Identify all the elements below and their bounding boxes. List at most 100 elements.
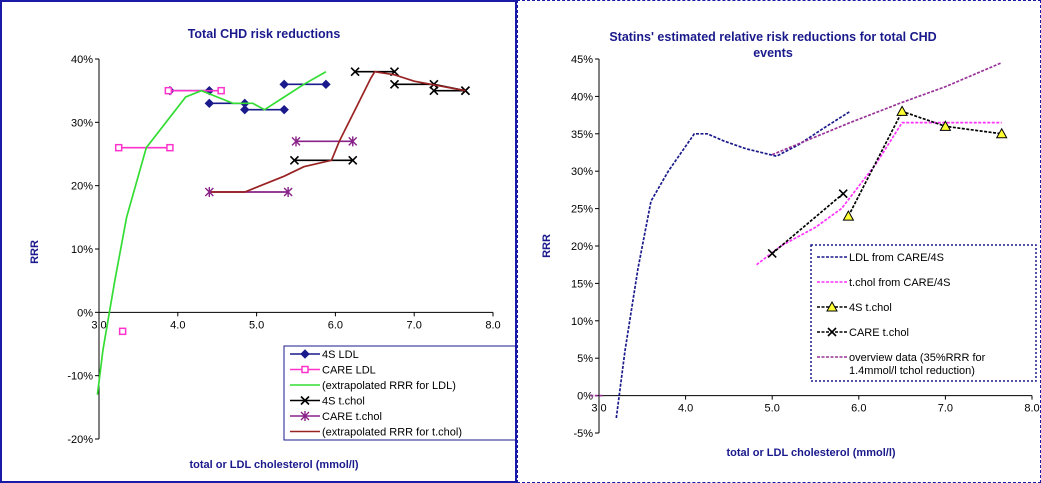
legend-label: overview data (35%RRR for (849, 352, 986, 364)
legend-label: (extrapolated RRR for t.chol) (322, 427, 462, 439)
series-line (210, 70, 466, 193)
legend-label: 4S t.chol (322, 396, 365, 408)
data-point (896, 105, 908, 116)
data-series (289, 67, 470, 165)
data-point (348, 136, 358, 147)
data-point (291, 136, 301, 147)
y-tick-label: 40% (571, 91, 593, 103)
x-tick-label: 6.0 (851, 403, 866, 415)
chart-title: Statins' estimated relative risk reducti… (609, 30, 936, 44)
legend-label: 1.4mmol/l tchol reduction) (849, 365, 975, 377)
data-point (114, 143, 123, 152)
data-series (842, 105, 1008, 221)
series-line (847, 110, 1002, 217)
x-tick-label: 3.0 (91, 319, 106, 331)
data-point (826, 300, 838, 312)
data-point (460, 86, 470, 96)
data-point (389, 79, 400, 89)
series-line (756, 121, 1002, 266)
y-tick-label: 25% (571, 204, 593, 216)
data-point (217, 86, 225, 95)
legend-label: (extrapolated RRR for LDL) (322, 380, 456, 392)
y-tick-label: 30% (571, 166, 593, 178)
data-point (240, 104, 250, 115)
data-point (289, 155, 299, 165)
x-tick-label: 8.0 (1024, 403, 1039, 415)
data-series (204, 136, 358, 197)
x-tick-label: 5.0 (765, 403, 780, 415)
x-tick-label: 5.0 (249, 319, 264, 331)
data-point (429, 86, 439, 96)
data-series (210, 70, 466, 193)
x-tick-label: 3.0 (591, 403, 606, 415)
data-point (350, 67, 360, 77)
data-point (838, 189, 848, 199)
data-series (615, 110, 851, 419)
data-series (114, 86, 225, 336)
data-point (300, 411, 310, 421)
x-tick-label: 6.0 (328, 319, 343, 331)
x-tick-label: 8.0 (485, 319, 500, 331)
y-tick-label: -5% (573, 428, 593, 440)
chart-panel-left: Total CHD risk reductions -20% -10% 0% 10% 20… (0, 0, 517, 483)
data-point (842, 210, 855, 221)
y-tick-label: 20% (71, 181, 93, 193)
data-series (767, 189, 848, 259)
data-series (96, 70, 327, 395)
legend-label: 4S LDL (322, 349, 359, 361)
legend-box (283, 345, 515, 441)
y-axis-title: RRR (541, 234, 553, 258)
legend: 4S LDL CARE LDL (extrapolated RRR for LDL)… (283, 345, 515, 441)
data-point (767, 248, 777, 259)
x-axis-title: total or LDL cholesterol (mmol/l) (189, 459, 358, 471)
y-tick-label: 15% (571, 278, 593, 290)
data-point (995, 127, 1008, 139)
data-point (300, 349, 310, 359)
data-point (300, 395, 310, 406)
y-tick-label: 10% (571, 316, 593, 328)
y-tick-label: -20% (67, 434, 93, 446)
legend-label: LDL from CARE/4S (849, 252, 944, 264)
data-series (590, 61, 1003, 397)
chart-panel-right: Statins' estimated relative risk reducti… (517, 0, 1041, 483)
y-tick-label: 10% (71, 244, 93, 256)
chart-title: events (753, 46, 793, 60)
series-line (96, 70, 327, 395)
data-point (301, 365, 309, 374)
legend-label: t.chol from CARE/4S (849, 277, 950, 289)
data-point (164, 86, 173, 95)
chart-left-svg: Total CHD risk reductions -20% -10% 0% 10% 20… (29, 27, 515, 471)
data-point (166, 143, 174, 152)
data-point (348, 155, 358, 165)
data-point (283, 187, 293, 197)
y-axis-title: RRR (29, 240, 41, 264)
x-tick-label: 4.0 (678, 403, 693, 415)
y-tick-label: 35% (571, 129, 593, 141)
data-series (165, 79, 331, 115)
y-tick-label: -10% (67, 371, 93, 383)
series-line (771, 61, 1003, 156)
legend-label: 4S t.chol (849, 302, 892, 314)
y-tick-label: 5% (577, 353, 593, 365)
x-tick-label: 4.0 (170, 319, 185, 331)
data-series (756, 121, 1002, 266)
y-tick-label: 40% (71, 54, 93, 66)
series-line (615, 110, 851, 419)
data-point (279, 79, 289, 90)
data-point (204, 98, 215, 109)
chart-title: Total CHD risk reductions (188, 27, 341, 41)
data-point (204, 187, 214, 197)
data-point (279, 104, 289, 115)
legend: LDL from CARE/4S t.chol from CARE/4S 4S t.… (810, 244, 1037, 382)
legend-label: CARE LDL (322, 365, 376, 377)
x-axis-title: total or LDL cholesterol (mmol/l) (726, 447, 895, 459)
data-point (939, 120, 952, 131)
y-tick-label: 0% (77, 307, 93, 319)
y-tick-label: 45% (571, 54, 593, 66)
y-tick-label: 0% (577, 391, 593, 403)
legend-label: CARE t.chol (322, 411, 382, 423)
x-tick-label: 7.0 (938, 403, 953, 415)
chart-right-svg: Statins' estimated relative risk reducti… (541, 30, 1040, 459)
y-tick-label: 30% (71, 117, 93, 129)
x-tick-label: 7.0 (407, 319, 422, 331)
